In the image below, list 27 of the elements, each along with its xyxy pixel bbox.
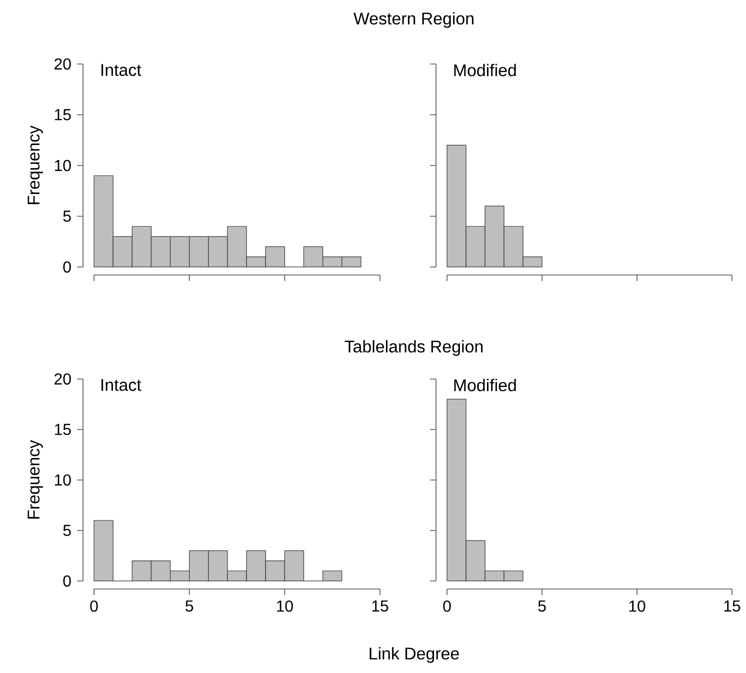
y-tick-label: 0 (63, 261, 71, 273)
annotation: Intact (101, 379, 142, 391)
y-axis-title: Frequency (28, 126, 43, 204)
annotation: Modified (454, 64, 516, 76)
x-tick-label: 15 (372, 600, 388, 612)
x-tick-label: 10 (629, 600, 646, 612)
y-tick-label: 15 (54, 424, 71, 436)
x-tick-label: 5 (538, 600, 546, 612)
y-tick-label: 5 (63, 524, 71, 536)
chart-title: Tablelands Region (344, 340, 483, 356)
y-tick-label: 20 (54, 58, 71, 70)
x-tick-label: 0 (443, 600, 451, 612)
annotation: Modified (454, 378, 516, 392)
x-axis-title: Link Degree (370, 647, 459, 663)
x-tick-label: 5 (186, 600, 194, 612)
y-tick-label: 10 (54, 474, 71, 486)
y-tick-label: 10 (54, 160, 71, 172)
chart-title: Western Region (354, 12, 474, 28)
y-axis-title: Frequency (28, 440, 43, 519)
x-tick-label: 0 (90, 600, 98, 612)
y-tick-label: 20 (54, 373, 71, 385)
y-tick-label: 15 (54, 109, 71, 120)
x-tick-label: 10 (277, 600, 293, 612)
y-tick-label: 5 (63, 210, 71, 222)
annotation: Intact (101, 64, 142, 76)
y-tick-label: 0 (63, 575, 71, 587)
x-tick-label: 15 (724, 600, 740, 612)
